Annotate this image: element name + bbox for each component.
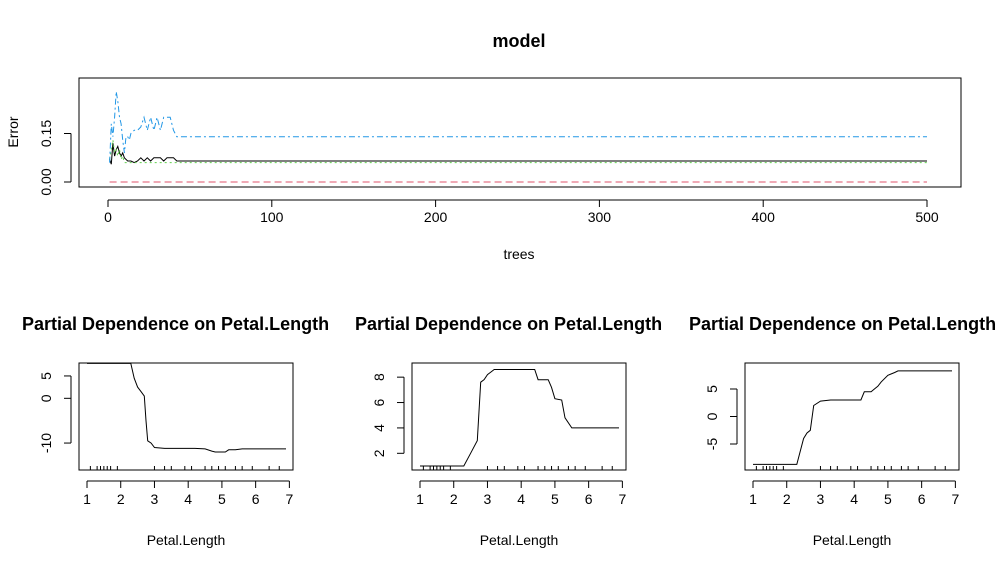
x-tick-label: 6 — [585, 491, 593, 507]
y-tick-label: 8 — [371, 373, 387, 381]
partial-dependence-panel-virginica: Partial Dependence on Petal.Length 1 2 3 4 5… — [689, 314, 996, 548]
x-axis: 1 2 3 4 5 6 7 — [83, 481, 293, 507]
rug-layer — [756, 466, 945, 470]
y-tick-label: -10 — [38, 433, 54, 453]
x-tick-label: 3 — [484, 491, 492, 507]
x-tick-label: 2 — [450, 491, 458, 507]
x-tick-label: 5 — [551, 491, 559, 507]
series-line-versicolor — [110, 140, 927, 163]
x-axis-label: Petal.Length — [813, 532, 892, 548]
x-tick-label: 500 — [915, 209, 939, 225]
y-tick-label: 0 — [38, 394, 54, 402]
x-tick-label: 7 — [951, 491, 959, 507]
chart-title: model — [492, 31, 545, 51]
y-tick-label: 0.15 — [38, 120, 54, 147]
x-tick-label: 6 — [252, 491, 260, 507]
series-line-pd — [753, 371, 952, 465]
plot-frame — [79, 78, 961, 187]
y-tick-label: 4 — [371, 424, 387, 432]
x-axis: 1 2 3 4 5 6 7 — [749, 481, 959, 507]
x-tick-label: 3 — [151, 491, 159, 507]
x-tick-label: 300 — [588, 209, 612, 225]
x-tick-label: 100 — [260, 209, 284, 225]
series-layer — [87, 363, 286, 452]
plot-frame — [79, 363, 293, 470]
x-tick-label: 1 — [83, 491, 91, 507]
series-layer — [753, 371, 952, 465]
series-layer — [110, 92, 927, 183]
x-tick-label: 7 — [285, 491, 293, 507]
plot-frame — [412, 363, 626, 470]
x-tick-label: 6 — [918, 491, 926, 507]
plot-frame — [745, 363, 959, 470]
x-tick-label: 400 — [752, 209, 776, 225]
y-tick-label: 0 — [704, 412, 720, 420]
x-tick-label: 1 — [416, 491, 424, 507]
series-line-OOB — [110, 143, 927, 164]
x-axis-label: Petal.Length — [147, 532, 226, 548]
x-tick-label: 2 — [117, 491, 125, 507]
partial-dependence-panel-versicolor: Partial Dependence on Petal.Length 1 2 3 4 5… — [355, 314, 662, 548]
y-tick-label: 5 — [704, 385, 720, 393]
y-tick-label: 0.00 — [38, 168, 54, 195]
x-tick-label: 200 — [424, 209, 448, 225]
x-tick-label: 5 — [884, 491, 892, 507]
rug-layer — [423, 466, 612, 470]
y-axis: 5 0 -5 — [704, 385, 737, 450]
x-tick-label: 3 — [817, 491, 825, 507]
x-tick-label: 2 — [783, 491, 791, 507]
x-tick-label: 5 — [218, 491, 226, 507]
y-tick-label: 2 — [371, 449, 387, 457]
y-axis: 0.00 0.15 — [38, 120, 71, 196]
series-line-virginica — [110, 92, 927, 163]
x-axis-label: Petal.Length — [480, 532, 559, 548]
x-tick-label: 4 — [850, 491, 858, 507]
rug-layer — [90, 466, 279, 470]
series-layer — [420, 370, 619, 467]
y-axis-label: Error — [5, 116, 21, 147]
y-tick-label: 5 — [38, 372, 54, 380]
x-axis: 0 100 200 300 400 500 — [104, 200, 939, 225]
y-axis: 5 0 -10 — [38, 372, 71, 453]
x-axis-label: trees — [503, 246, 534, 262]
chart-title: Partial Dependence on Petal.Length — [689, 314, 996, 334]
x-tick-label: 4 — [517, 491, 525, 507]
y-tick-label: -5 — [704, 438, 720, 451]
series-line-pd — [87, 363, 286, 452]
x-tick-label: 4 — [184, 491, 192, 507]
chart-title: Partial Dependence on Petal.Length — [22, 314, 329, 334]
error-rate-panel: model 0 100 200 300 400 500 0.00 0.15 trees Er… — [5, 31, 961, 262]
partial-dependence-panel-setosa: Partial Dependence on Petal.Length 1 2 3 4 5… — [22, 314, 329, 548]
y-tick-label: 6 — [371, 398, 387, 406]
series-line-pd — [420, 370, 619, 467]
chart-title: Partial Dependence on Petal.Length — [355, 314, 662, 334]
x-axis: 1 2 3 4 5 6 7 — [416, 481, 626, 507]
x-tick-label: 7 — [618, 491, 626, 507]
x-tick-label: 1 — [749, 491, 757, 507]
x-tick-label: 0 — [104, 209, 112, 225]
y-axis: 2 4 6 8 — [371, 373, 404, 457]
